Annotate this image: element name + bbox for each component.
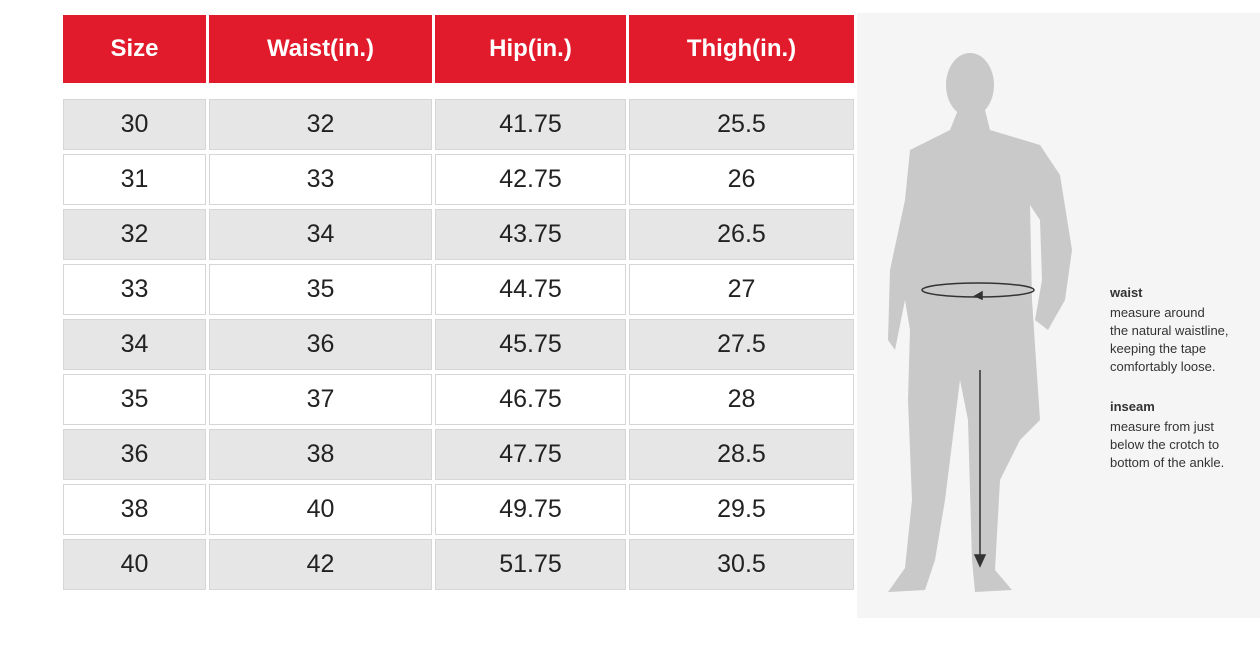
table-cell: 40 xyxy=(209,484,432,535)
header-cell: Size xyxy=(63,15,206,83)
guide-text: keeping the tape xyxy=(1110,341,1207,356)
table-cell: 30 xyxy=(63,99,206,150)
table-cell: 43.75 xyxy=(435,209,626,260)
table-cell: 46.75 xyxy=(435,374,626,425)
header-cell: Hip(in.) xyxy=(435,15,626,83)
table-cell: 37 xyxy=(209,374,432,425)
figure-panel xyxy=(857,13,1260,618)
guide-text: comfortably loose. xyxy=(1110,359,1216,374)
table-cell: 36 xyxy=(209,319,432,370)
table-cell: 34 xyxy=(209,209,432,260)
table-cell: 36 xyxy=(63,429,206,480)
table-cell: 51.75 xyxy=(435,539,626,590)
table-cell: 35 xyxy=(63,374,206,425)
table-cell: 38 xyxy=(209,429,432,480)
table-cell: 31 xyxy=(63,154,206,205)
header-cell: Waist(in.) xyxy=(209,15,432,83)
table-cell: 45.75 xyxy=(435,319,626,370)
table-cell: 29.5 xyxy=(629,484,854,535)
table-cell: 32 xyxy=(63,209,206,260)
guide-text: the natural waistline, xyxy=(1110,323,1229,338)
table-cell: 35 xyxy=(209,264,432,315)
guide-text: below the crotch to xyxy=(1110,437,1220,452)
guide-title: inseam xyxy=(1110,399,1155,414)
table-cell: 38 xyxy=(63,484,206,535)
table-cell: 49.75 xyxy=(435,484,626,535)
table-cell: 32 xyxy=(209,99,432,150)
guide-title: waist xyxy=(1110,285,1143,300)
table-cell: 41.75 xyxy=(435,99,626,150)
table-cell: 25.5 xyxy=(629,99,854,150)
man-figure xyxy=(888,53,1072,592)
guide-text: measure around xyxy=(1110,305,1205,320)
table-cell: 47.75 xyxy=(435,429,626,480)
table-cell: 34 xyxy=(63,319,206,370)
table-cell: 42.75 xyxy=(435,154,626,205)
table-cell: 28 xyxy=(629,374,854,425)
table-cell: 27 xyxy=(629,264,854,315)
table-cell: 30.5 xyxy=(629,539,854,590)
table-cell: 40 xyxy=(63,539,206,590)
guide-text: measure from just xyxy=(1110,419,1215,434)
header-cell: Thigh(in.) xyxy=(629,15,854,83)
table-cell: 26.5 xyxy=(629,209,854,260)
table-cell: 33 xyxy=(209,154,432,205)
table-cell: 44.75 xyxy=(435,264,626,315)
table-cell: 42 xyxy=(209,539,432,590)
table-cell: 26 xyxy=(629,154,854,205)
table-cell: 28.5 xyxy=(629,429,854,480)
table-cell: 33 xyxy=(63,264,206,315)
guide-text: bottom of the ankle. xyxy=(1110,455,1225,470)
table-cell: 27.5 xyxy=(629,319,854,370)
